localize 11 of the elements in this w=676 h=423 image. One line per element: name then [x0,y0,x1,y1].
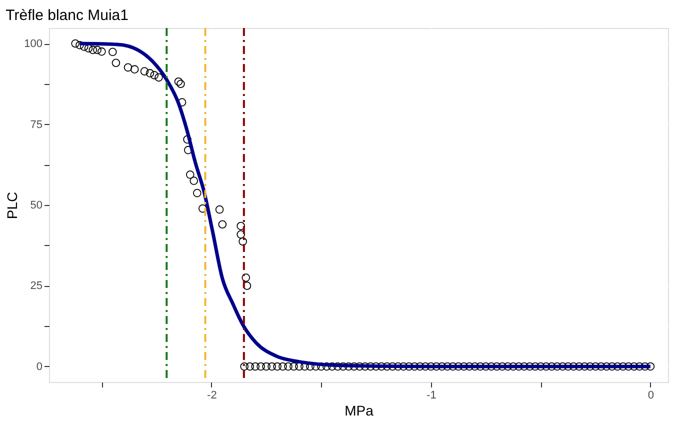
y-tick-label: 25 [30,280,42,292]
y-tick-label: 50 [30,200,42,212]
x-tick-label: -2 [207,390,217,402]
y-tick-label: 0 [36,360,42,373]
x-tick-label: -1 [426,390,436,402]
y-tick-label: 75 [30,118,42,131]
x-tick-label: 0 [648,390,654,402]
y-axis-title: PLC [4,192,20,220]
chart-title: Trèfle blanc Muia1 [6,7,128,24]
y-tick-label: 100 [24,38,42,50]
x-axis-title: MPa [344,402,374,418]
